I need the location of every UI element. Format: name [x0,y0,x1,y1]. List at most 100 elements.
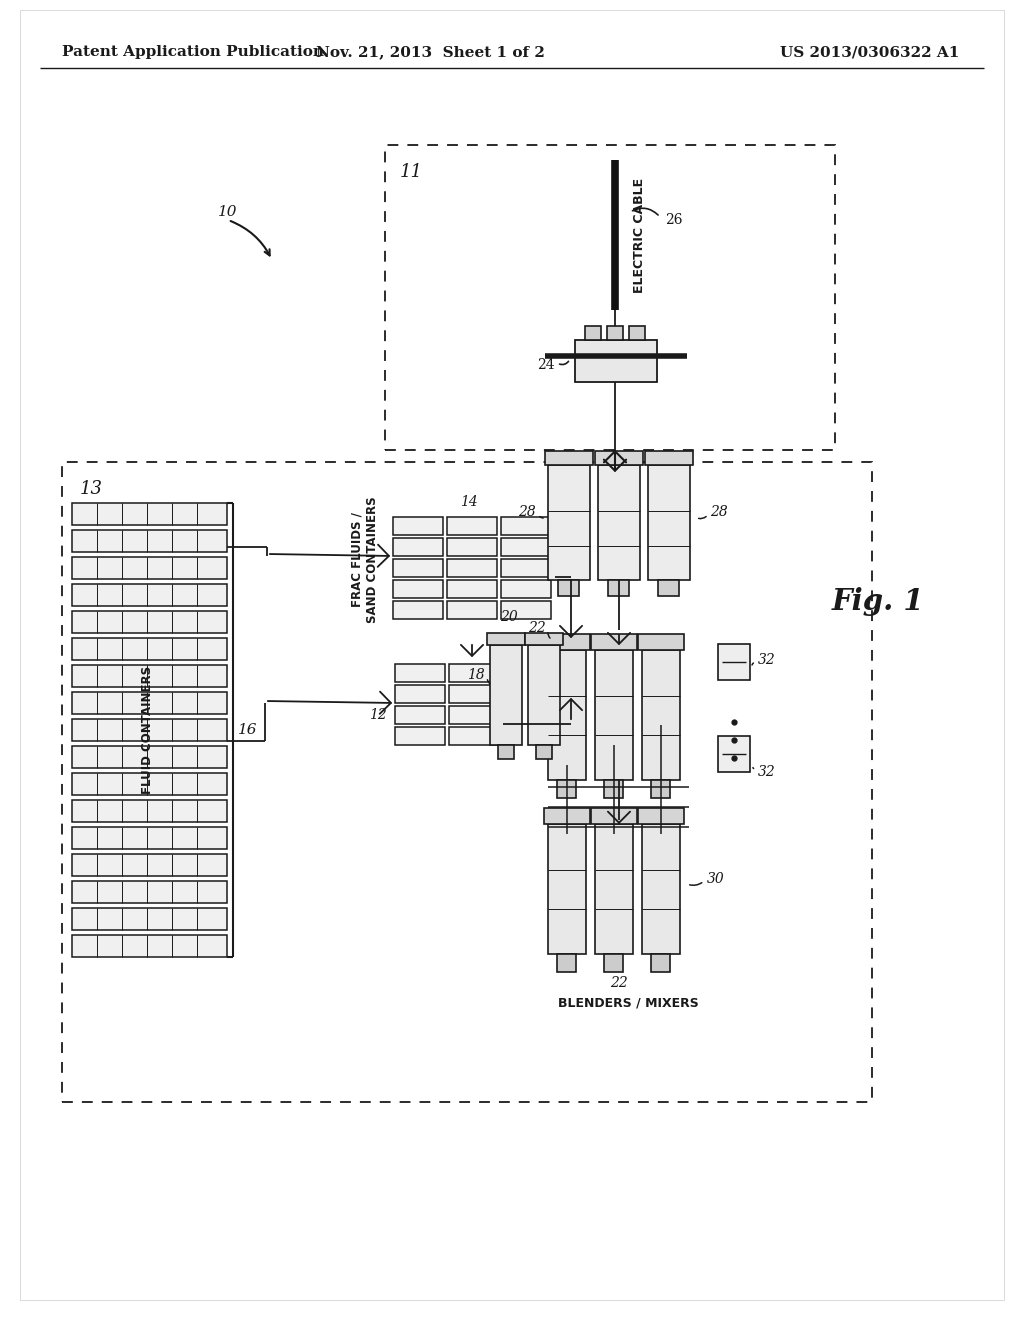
Text: 10: 10 [218,205,238,219]
Polygon shape [557,954,575,972]
Text: Fig. 1: Fig. 1 [831,587,925,616]
Text: 14: 14 [460,495,478,510]
Polygon shape [490,645,522,744]
Text: 18: 18 [467,668,485,682]
Polygon shape [395,685,445,704]
Text: 11: 11 [400,162,423,181]
Polygon shape [72,854,227,876]
Polygon shape [395,727,445,744]
Polygon shape [501,539,551,556]
Polygon shape [393,517,443,535]
Text: 26: 26 [665,213,683,227]
Polygon shape [72,719,227,741]
Text: 28: 28 [710,506,728,520]
Polygon shape [393,579,443,598]
Polygon shape [447,558,497,577]
Polygon shape [575,341,657,381]
Polygon shape [557,780,575,799]
Polygon shape [536,744,552,759]
Polygon shape [545,451,593,465]
Polygon shape [608,579,629,597]
Text: 32: 32 [758,766,776,779]
Text: 12: 12 [370,708,387,722]
Polygon shape [72,908,227,931]
Polygon shape [548,465,590,579]
Polygon shape [72,611,227,634]
Polygon shape [501,579,551,598]
Polygon shape [558,579,579,597]
Polygon shape [72,880,227,903]
Polygon shape [595,649,633,780]
Polygon shape [501,601,551,619]
Polygon shape [72,692,227,714]
Polygon shape [395,706,445,723]
Text: FRAC FLUIDS /
SAND CONTAINERS: FRAC FLUIDS / SAND CONTAINERS [351,496,379,623]
Polygon shape [648,465,690,579]
Polygon shape [591,634,637,649]
Polygon shape [72,935,227,957]
Polygon shape [607,326,623,341]
Polygon shape [595,824,633,954]
Polygon shape [72,557,227,579]
Polygon shape [449,685,499,704]
Polygon shape [548,649,586,780]
Text: Nov. 21, 2013  Sheet 1 of 2: Nov. 21, 2013 Sheet 1 of 2 [315,45,545,59]
Polygon shape [651,780,670,799]
Polygon shape [528,645,560,744]
Text: 30: 30 [707,873,725,886]
Polygon shape [449,664,499,682]
Polygon shape [72,746,227,768]
Polygon shape [525,634,563,645]
Text: 13: 13 [80,480,103,498]
Text: 28: 28 [518,506,536,520]
Text: 20: 20 [500,610,518,624]
Polygon shape [72,774,227,795]
Polygon shape [604,780,623,799]
Polygon shape [658,579,679,597]
Polygon shape [447,517,497,535]
Polygon shape [645,451,693,465]
Polygon shape [393,601,443,619]
Text: 22: 22 [609,975,628,990]
Polygon shape [72,665,227,686]
Polygon shape [548,824,586,954]
Polygon shape [72,638,227,660]
Polygon shape [447,601,497,619]
Polygon shape [591,808,637,824]
Polygon shape [642,824,680,954]
Polygon shape [393,539,443,556]
Polygon shape [449,727,499,744]
Polygon shape [544,808,590,824]
Polygon shape [718,737,750,772]
Polygon shape [501,517,551,535]
Polygon shape [718,644,750,680]
Polygon shape [72,800,227,822]
Polygon shape [447,579,497,598]
Polygon shape [642,649,680,780]
Polygon shape [498,744,514,759]
Polygon shape [449,706,499,723]
Polygon shape [72,828,227,849]
Polygon shape [595,451,643,465]
Text: FLUID CONTAINERS: FLUID CONTAINERS [141,665,154,795]
Polygon shape [604,954,623,972]
Text: BLENDERS / MIXERS: BLENDERS / MIXERS [558,997,698,1008]
Polygon shape [638,634,684,649]
Text: 22: 22 [528,620,546,635]
Text: 32: 32 [758,653,776,667]
Polygon shape [393,558,443,577]
Polygon shape [651,954,670,972]
Polygon shape [629,326,645,341]
Polygon shape [585,326,601,341]
Text: 16: 16 [238,723,257,737]
Polygon shape [72,531,227,552]
Polygon shape [598,465,640,579]
Polygon shape [544,634,590,649]
Polygon shape [501,558,551,577]
Text: 24: 24 [538,358,555,372]
Text: ELECTRIC CABLE: ELECTRIC CABLE [633,177,646,293]
Polygon shape [447,539,497,556]
Polygon shape [395,664,445,682]
Polygon shape [638,808,684,824]
Text: Patent Application Publication: Patent Application Publication [62,45,324,59]
